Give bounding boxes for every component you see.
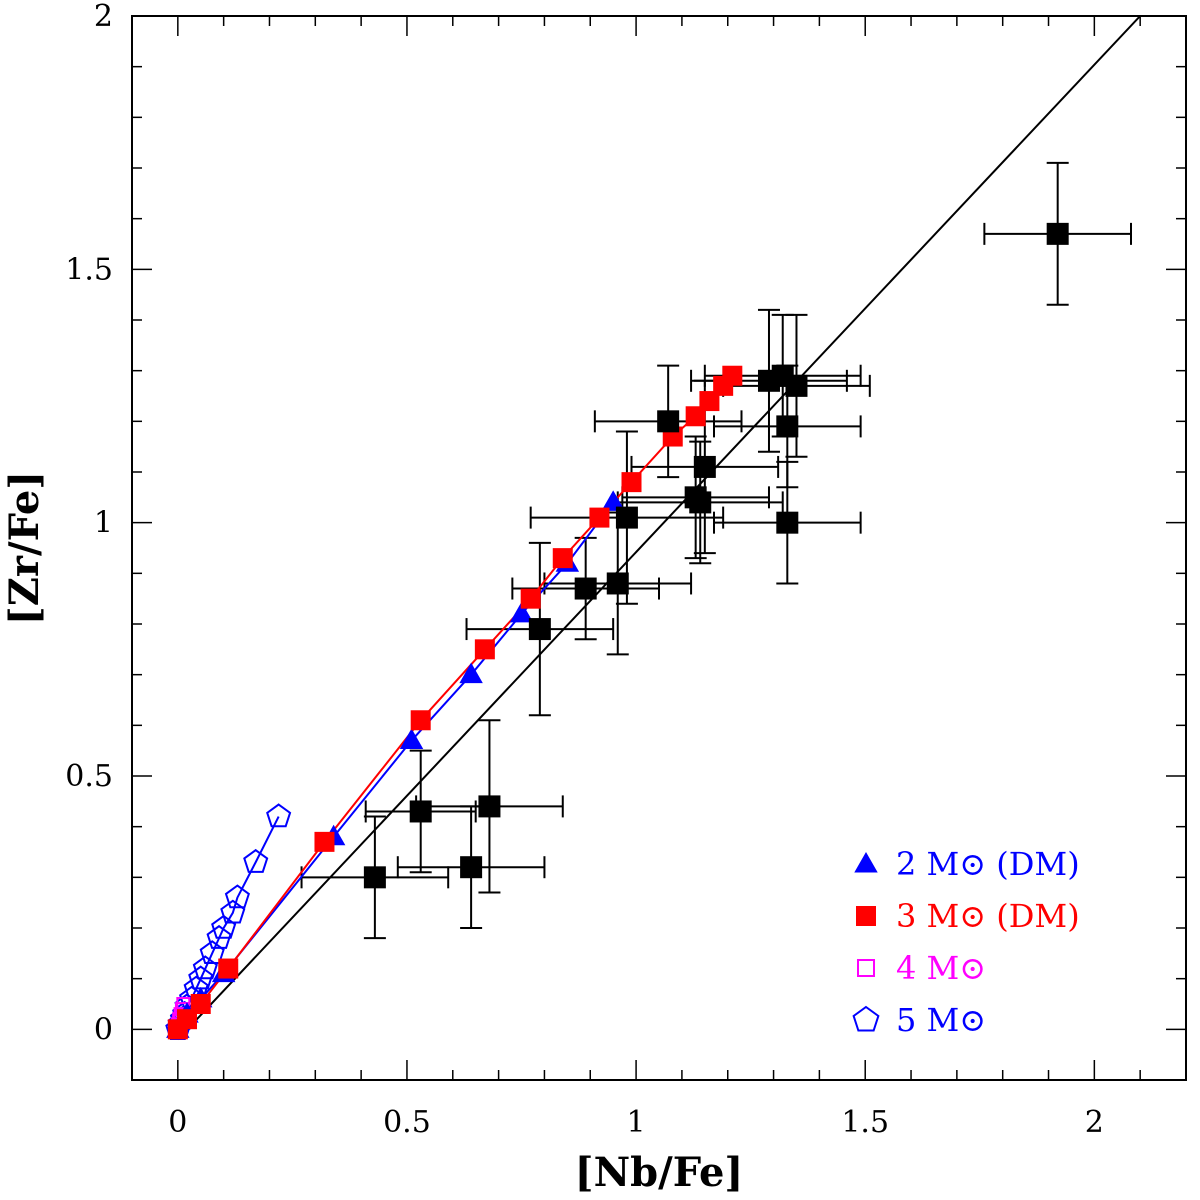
y-tick-label: 0.5: [65, 759, 113, 794]
plot-frame: [131, 15, 1187, 1081]
series-0-marker: [459, 662, 483, 684]
series-3-marker: [206, 924, 232, 949]
series-1-marker: [190, 994, 211, 1014]
y-tick-label: 1: [94, 506, 113, 541]
y-tick-label: 1.5: [65, 252, 113, 287]
x-tick-label: 1: [627, 1105, 646, 1140]
legend-label-2: 4 M⊙: [896, 949, 986, 987]
legend-label-3: 5 M⊙: [896, 1001, 986, 1039]
series-0-marker: [509, 601, 534, 623]
reference-line: [177, 16, 1141, 1041]
series-3-marker: [224, 884, 250, 909]
series-1-line: [177, 375, 734, 1031]
observation-marker: [606, 572, 629, 595]
x-axis-title: [Nb/Fe]: [575, 1149, 744, 1196]
observation-marker: [574, 577, 597, 600]
x-tick-label: 2: [1085, 1105, 1104, 1140]
observation-marker: [1046, 222, 1069, 245]
series-3-marker: [266, 803, 292, 828]
legend-marker-0: [854, 851, 878, 873]
series-1-marker: [218, 958, 239, 979]
series-1-marker: [589, 507, 610, 528]
series-0-marker: [601, 490, 625, 511]
legend-marker-2: [857, 959, 875, 977]
series-1-marker: [474, 639, 495, 660]
observation-marker: [363, 866, 386, 889]
series-1-marker: [621, 472, 642, 493]
observation-marker: [776, 415, 799, 438]
x-tick-label: 1.5: [841, 1105, 889, 1140]
series-1-marker: [722, 365, 743, 386]
legend-marker-1: [856, 906, 876, 926]
y-axis-title: [Zr/Fe]: [1, 471, 48, 625]
observation-marker: [785, 374, 808, 397]
legend-marker-3: [852, 1005, 880, 1032]
observation-marker: [657, 410, 680, 433]
observation-marker: [689, 491, 712, 514]
observation-marker: [460, 856, 483, 879]
observation-marker: [693, 455, 716, 478]
series-1-marker: [552, 548, 573, 569]
series-1-marker: [520, 588, 541, 609]
legend-label-0: 2 M⊙ (DM): [896, 845, 1080, 883]
observation-marker: [528, 618, 551, 641]
series-1-marker: [410, 710, 431, 731]
observation-marker: [776, 511, 799, 534]
series-0-marker: [399, 728, 424, 750]
y-tick-label: 0: [94, 1012, 113, 1047]
x-tick-label: 0: [168, 1105, 187, 1140]
series-1-marker: [314, 831, 335, 852]
legend-label-1: 3 M⊙ (DM): [896, 897, 1080, 935]
series-1-marker: [685, 406, 706, 427]
series-1-marker: [176, 1009, 197, 1030]
series-1-marker: [699, 391, 720, 412]
observation-marker: [615, 506, 638, 529]
x-tick-label: 0.5: [383, 1105, 431, 1140]
observation-marker: [478, 795, 501, 818]
observation-marker: [409, 800, 432, 823]
y-tick-label: 2: [94, 0, 113, 34]
series-3-marker: [243, 848, 269, 873]
legend: 2 M⊙ (DM) 3 M⊙ (DM) 4 M⊙ 5 M⊙: [852, 845, 1080, 1039]
